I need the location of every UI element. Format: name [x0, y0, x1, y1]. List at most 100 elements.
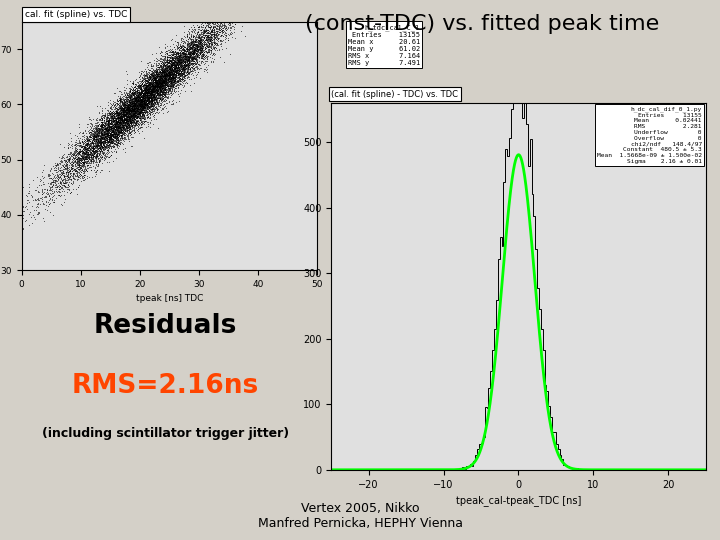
Point: [86, 134, 98, 143]
Point: [189, 31, 200, 40]
Point: [187, 35, 199, 44]
Point: [164, 77, 176, 86]
Point: [83, 158, 94, 167]
Point: [71, 172, 82, 180]
Point: [150, 73, 162, 82]
Point: [109, 129, 120, 137]
Point: [177, 75, 189, 83]
Point: [105, 103, 117, 111]
Point: [174, 46, 186, 55]
Point: [94, 130, 105, 139]
Point: [161, 60, 172, 69]
Point: [158, 73, 169, 82]
Point: [170, 63, 181, 71]
Point: [91, 134, 103, 143]
Point: [181, 45, 193, 54]
Point: [96, 142, 107, 151]
Point: [200, 31, 212, 39]
Point: [90, 133, 102, 141]
Point: [194, 31, 205, 40]
Point: [174, 92, 185, 100]
Point: [120, 116, 132, 124]
Point: [156, 90, 168, 99]
Point: [35, 177, 46, 185]
Point: [44, 193, 55, 202]
Point: [94, 127, 106, 136]
Point: [135, 83, 146, 91]
Point: [135, 92, 147, 101]
Point: [145, 73, 156, 82]
Point: [99, 132, 111, 141]
Point: [104, 133, 116, 142]
Point: [112, 124, 123, 133]
Point: [137, 119, 148, 128]
Point: [171, 54, 182, 63]
Point: [117, 117, 128, 126]
Point: [105, 119, 117, 127]
Point: [128, 87, 140, 96]
Point: [180, 71, 192, 79]
Point: [148, 94, 160, 103]
Point: [63, 156, 75, 164]
Point: [125, 109, 137, 118]
Point: [127, 121, 139, 130]
Point: [131, 125, 143, 134]
Point: [145, 106, 157, 114]
Point: [168, 62, 179, 70]
Point: [159, 75, 171, 83]
Point: [104, 132, 115, 141]
Point: [151, 87, 163, 96]
Point: [212, 36, 224, 45]
Point: [165, 68, 176, 76]
Point: [146, 85, 158, 94]
Point: [100, 125, 112, 134]
Point: [57, 176, 68, 185]
Point: [104, 109, 115, 117]
Point: [127, 107, 139, 116]
Point: [100, 118, 112, 127]
Point: [154, 88, 166, 97]
Point: [120, 122, 131, 130]
Point: [126, 85, 138, 94]
Point: [165, 59, 176, 68]
Point: [203, 36, 215, 44]
Point: [167, 100, 179, 109]
Point: [113, 130, 125, 138]
Point: [65, 129, 76, 138]
Point: [115, 107, 127, 116]
Point: [140, 101, 152, 110]
Point: [116, 104, 127, 112]
Point: [138, 80, 150, 89]
Point: [164, 65, 176, 74]
Point: [113, 130, 125, 139]
Point: [89, 133, 100, 141]
Point: [154, 91, 166, 100]
Point: [117, 127, 128, 136]
Point: [176, 49, 188, 57]
Point: [154, 66, 166, 75]
Point: [82, 160, 94, 169]
Point: [133, 103, 145, 112]
Point: [68, 149, 80, 158]
Point: [69, 160, 81, 168]
Point: [98, 120, 109, 129]
Point: [172, 57, 184, 65]
Point: [157, 84, 168, 92]
Point: [210, 32, 222, 41]
Point: [179, 54, 191, 63]
Point: [86, 138, 97, 147]
Point: [176, 62, 187, 71]
Point: [132, 126, 144, 135]
Point: [79, 150, 91, 158]
Point: [125, 96, 137, 104]
Point: [134, 119, 145, 127]
Point: [184, 49, 195, 58]
Point: [130, 95, 142, 104]
Point: [139, 65, 150, 73]
Point: [192, 50, 203, 59]
Point: [48, 189, 59, 198]
Point: [151, 83, 163, 91]
Point: [104, 111, 115, 120]
Point: [132, 95, 143, 104]
Point: [140, 90, 151, 98]
